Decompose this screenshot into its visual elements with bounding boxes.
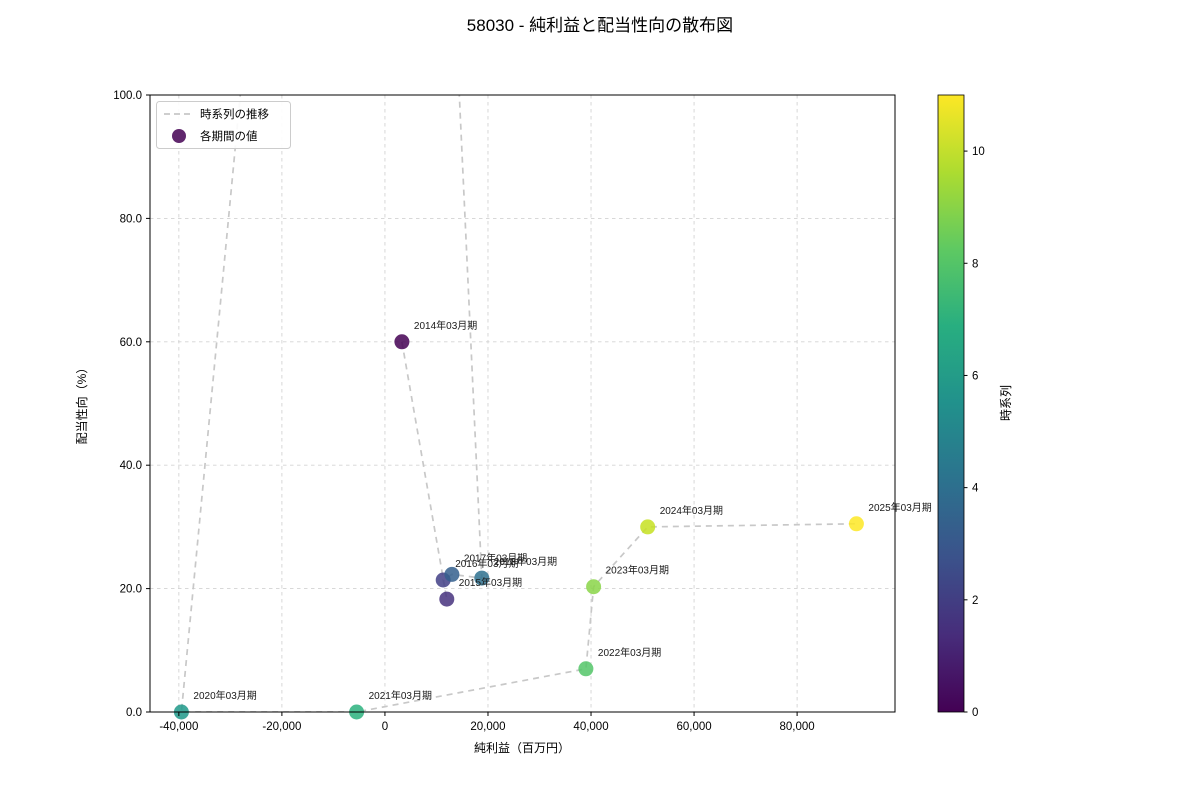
y-tick-label: 60.0	[120, 337, 142, 349]
grid-lines	[150, 94, 895, 713]
colorbar-gradient	[937, 94, 965, 713]
data-point-3	[444, 566, 460, 582]
point-annotation-6: 2020年03月期	[193, 689, 256, 702]
point-annotation-8: 2022年03月期	[598, 646, 661, 659]
x-tick-label: 60,000	[676, 721, 711, 733]
point-annotation-4: 2018年03月期	[494, 555, 557, 568]
y-axis-label: 配当性向（%）	[74, 362, 89, 445]
colorbar-ticks: 0 2 4 6 8 10	[964, 146, 985, 719]
x-tick-label: 40,000	[573, 721, 608, 733]
point-annotation-0: 2014年03月期	[414, 319, 477, 332]
legend: 時系列の推移 各期間の値	[156, 101, 291, 149]
axis-ticks: -40,000 -20,000 0 20,000 40,000 60,000 80,000 0…	[113, 90, 814, 733]
x-tick-label: 80,000	[780, 721, 815, 733]
y-tick-label: 20.0	[120, 584, 142, 596]
point-annotation-3: 2017年03月期	[464, 551, 527, 564]
data-point-0	[394, 334, 410, 350]
colorbar-tick-label: 2	[972, 595, 978, 607]
y-tick-label: 40.0	[120, 460, 142, 472]
colorbar-label: 時系列	[999, 385, 1013, 421]
colorbar-tick-label: 6	[972, 370, 978, 382]
x-tick-label: -20,000	[262, 721, 301, 733]
x-tick-label: 20,000	[470, 721, 505, 733]
point-annotation-7: 2021年03月期	[369, 689, 432, 702]
data-point-4	[474, 570, 490, 586]
data-point-1	[439, 591, 455, 607]
data-points-group	[173, 334, 864, 720]
x-tick-label: -40,000	[159, 721, 198, 733]
data-point-11	[848, 516, 864, 532]
point-annotation-11: 2025年03月期	[868, 501, 931, 514]
colorbar: 0 2 4 6 8 10 時系列	[937, 94, 1013, 719]
point-annotation-1: 2015年03月期	[459, 576, 522, 589]
point-annotation-2: 2016年03月期	[455, 557, 518, 570]
colorbar-tick-label: 0	[972, 707, 978, 719]
x-axis-label: 純利益（百万円）	[474, 741, 570, 755]
y-tick-label: 0.0	[126, 707, 142, 719]
data-point-8	[578, 661, 594, 677]
point-annotation-9: 2023年03月期	[606, 564, 669, 577]
y-tick-label: 80.0	[120, 213, 142, 225]
data-point-9	[586, 579, 602, 595]
colorbar-tick-label: 10	[972, 146, 985, 158]
data-point-10	[640, 519, 656, 535]
legend-line-label: 時系列の推移	[200, 107, 269, 121]
colorbar-tick-label: 8	[972, 258, 978, 270]
chart-title: 58030 - 純利益と配当性向の散布図	[467, 16, 733, 35]
legend-marker-label: 各期間の値	[200, 129, 258, 143]
point-annotations-group: 2014年03月期 2015年03月期 2016年03月期2017年03月期2018…	[193, 319, 931, 702]
x-tick-label: 0	[382, 721, 388, 733]
colorbar-tick-label: 4	[972, 483, 979, 495]
legend-marker-sample	[172, 129, 186, 143]
point-annotation-10: 2024年03月期	[660, 504, 723, 517]
plot-border	[149, 94, 896, 713]
y-tick-label: 100.0	[113, 90, 142, 102]
